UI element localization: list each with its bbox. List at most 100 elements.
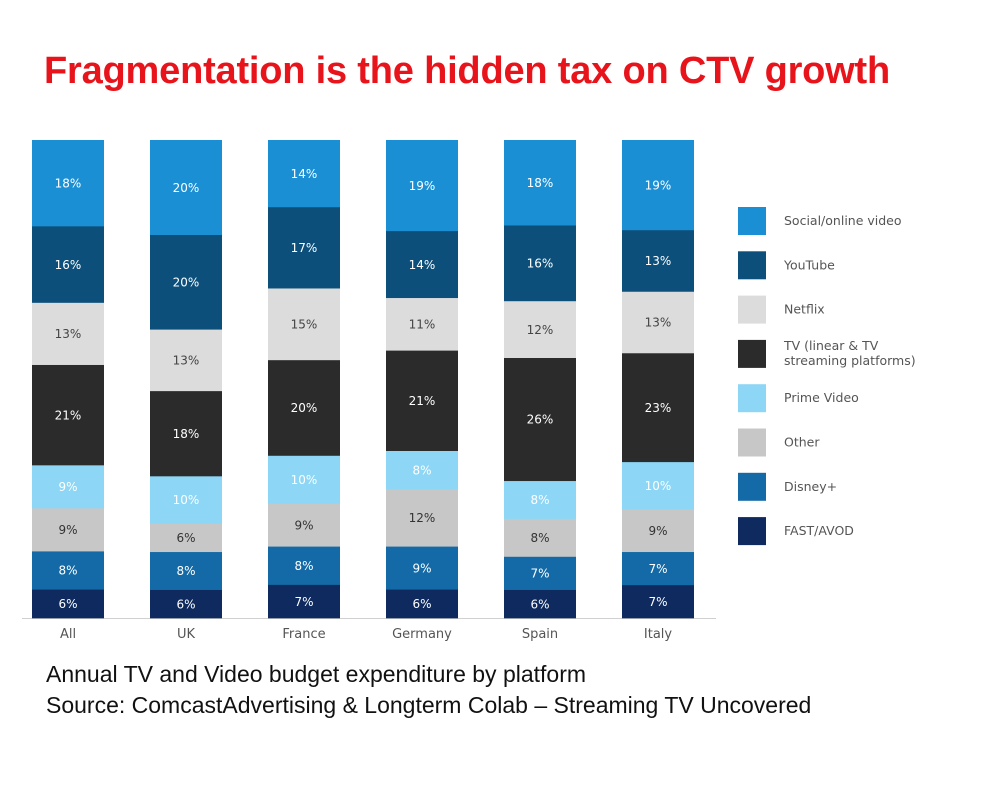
bar-segment-france-disney [268, 546, 340, 585]
bar-segment-france-tv-linear-tv-streaming-platforms [268, 359, 340, 456]
legend-label-other: Other [784, 435, 820, 450]
bar-segment-spain-social-online-video [504, 140, 576, 226]
bar-segment-france-social-online-video [268, 140, 340, 208]
data-label-italy-disney: 7% [648, 562, 667, 576]
data-label-all-netflix: 13% [55, 327, 82, 341]
data-label-uk-disney: 8% [176, 564, 195, 578]
x-tick-label-germany: Germany [392, 627, 452, 642]
bar-segment-germany-disney [386, 546, 458, 590]
bar-segment-all-youtube [32, 226, 104, 303]
legend-swatch-prime-video [738, 384, 766, 413]
data-label-spain-prime-video: 8% [530, 493, 549, 507]
data-label-italy-social-online-video: 19% [645, 178, 672, 192]
legend-label-disney: Disney+ [784, 479, 837, 494]
data-label-spain-social-online-video: 18% [527, 176, 554, 190]
x-tick-label-spain: Spain [522, 627, 558, 642]
data-label-france-fast-avod: 7% [294, 595, 313, 609]
bar-segment-italy-youtube [622, 229, 694, 292]
data-label-germany-social-online-video: 19% [409, 179, 436, 193]
data-label-germany-netflix: 11% [409, 318, 436, 332]
bar-segment-italy-tv-linear-tv-streaming-platforms [622, 352, 694, 463]
bar-segment-uk-fast-avod [150, 589, 222, 619]
bar-segment-germany-fast-avod [386, 589, 458, 619]
bar-segment-france-netflix [268, 288, 340, 361]
data-label-spain-youtube: 16% [527, 257, 554, 271]
data-label-uk-fast-avod: 6% [176, 597, 195, 611]
legend-label-social-online-video: Social/online video [784, 213, 902, 228]
bar-segment-all-prime-video [32, 465, 104, 509]
caption-source: Source: ComcastAdvertising & Longterm Co… [46, 692, 812, 718]
bar-segment-spain-prime-video [504, 480, 576, 519]
bar-segment-italy-fast-avod [622, 584, 694, 619]
data-label-all-prime-video: 9% [58, 480, 77, 494]
bar-segment-france-youtube [268, 206, 340, 289]
data-label-germany-tv-linear-tv-streaming-platforms: 21% [409, 394, 436, 408]
bar-segment-germany-netflix [386, 297, 458, 351]
bar-segment-france-other [268, 503, 340, 547]
data-label-uk-prime-video: 10% [173, 493, 200, 507]
data-label-germany-other: 12% [409, 511, 436, 525]
bar-segment-all-other [32, 508, 104, 552]
legend-label-prime-video: Prime Video [784, 390, 859, 405]
bar-segment-germany-tv-linear-tv-streaming-platforms [386, 350, 458, 451]
data-label-uk-youtube: 20% [173, 275, 200, 289]
bar-segment-all-social-online-video [32, 140, 104, 227]
bar-segment-all-netflix [32, 302, 104, 365]
data-label-uk-tv-linear-tv-streaming-platforms: 18% [173, 427, 200, 441]
data-label-spain-other: 8% [530, 531, 549, 545]
data-label-italy-fast-avod: 7% [648, 595, 667, 609]
data-label-uk-other: 6% [176, 531, 195, 545]
data-label-france-social-online-video: 14% [291, 167, 318, 181]
x-tick-label-uk: UK [177, 627, 196, 642]
bar-segment-spain-disney [504, 556, 576, 590]
bar-segment-spain-tv-linear-tv-streaming-platforms [504, 357, 576, 482]
bar-segment-italy-prime-video [622, 461, 694, 510]
bar-segment-uk-netflix [150, 329, 222, 392]
bar-segment-germany-other [386, 488, 458, 547]
legend-swatch-fast-avod [738, 517, 766, 546]
data-label-all-fast-avod: 6% [58, 597, 77, 611]
bar-segment-italy-other [622, 509, 694, 553]
bar-segment-germany-prime-video [386, 450, 458, 490]
bar-segment-spain-netflix [504, 300, 576, 358]
legend-swatch-other [738, 428, 766, 457]
x-tick-label-italy: Italy [644, 627, 673, 642]
data-label-germany-fast-avod: 6% [412, 597, 431, 611]
data-label-germany-disney: 9% [412, 561, 431, 575]
bar-segment-germany-social-online-video [386, 140, 458, 232]
data-label-all-other: 9% [58, 523, 77, 537]
bar-segment-all-disney [32, 551, 104, 590]
bar-segment-spain-fast-avod [504, 589, 576, 619]
bar-segment-uk-disney [150, 551, 222, 590]
data-label-italy-netflix: 13% [645, 316, 672, 330]
data-label-italy-youtube: 13% [645, 254, 672, 268]
data-label-france-tv-linear-tv-streaming-platforms: 20% [291, 401, 318, 415]
data-label-all-disney: 8% [58, 564, 77, 578]
data-label-spain-tv-linear-tv-streaming-platforms: 26% [527, 413, 554, 427]
bar-segment-italy-disney [622, 551, 694, 586]
bar-segment-italy-social-online-video [622, 140, 694, 231]
bar-segment-germany-youtube [386, 230, 458, 299]
bar-segment-all-tv-linear-tv-streaming-platforms [32, 364, 104, 466]
chart-caption: Annual TV and Video budget expenditure b… [46, 659, 811, 721]
data-label-france-other: 9% [294, 518, 313, 532]
bar-segment-france-prime-video [268, 455, 340, 504]
chart-title: Fragmentation is the hidden tax on CTV g… [44, 50, 891, 92]
bar-segment-uk-tv-linear-tv-streaming-platforms [150, 390, 222, 477]
stacked-bar-chart: 6% 8% 9% 9% 21% 13% 16% 18% All 6% 8% 6% 10% 18% 13% 20… [22, 140, 916, 642]
bar-segment-uk-prime-video [150, 476, 222, 524]
data-label-germany-prime-video: 8% [412, 463, 431, 477]
legend-swatch-tv-linear-tv-streaming-platforms [738, 339, 766, 368]
legend-swatch-youtube [738, 251, 766, 280]
bar-segment-italy-netflix [622, 291, 694, 354]
bar-segment-spain-youtube [504, 225, 576, 302]
bar-segment-all-fast-avod [32, 589, 104, 619]
legend-swatch-disney [738, 472, 766, 501]
legend-swatch-netflix [738, 295, 766, 324]
data-label-italy-other: 9% [648, 524, 667, 538]
legend-swatch-social-online-video [738, 207, 766, 235]
caption-description: Annual TV and Video budget expenditure b… [46, 661, 587, 687]
x-tick-label-all: All [60, 627, 76, 642]
data-label-italy-prime-video: 10% [645, 479, 672, 493]
data-label-france-disney: 8% [294, 559, 313, 573]
